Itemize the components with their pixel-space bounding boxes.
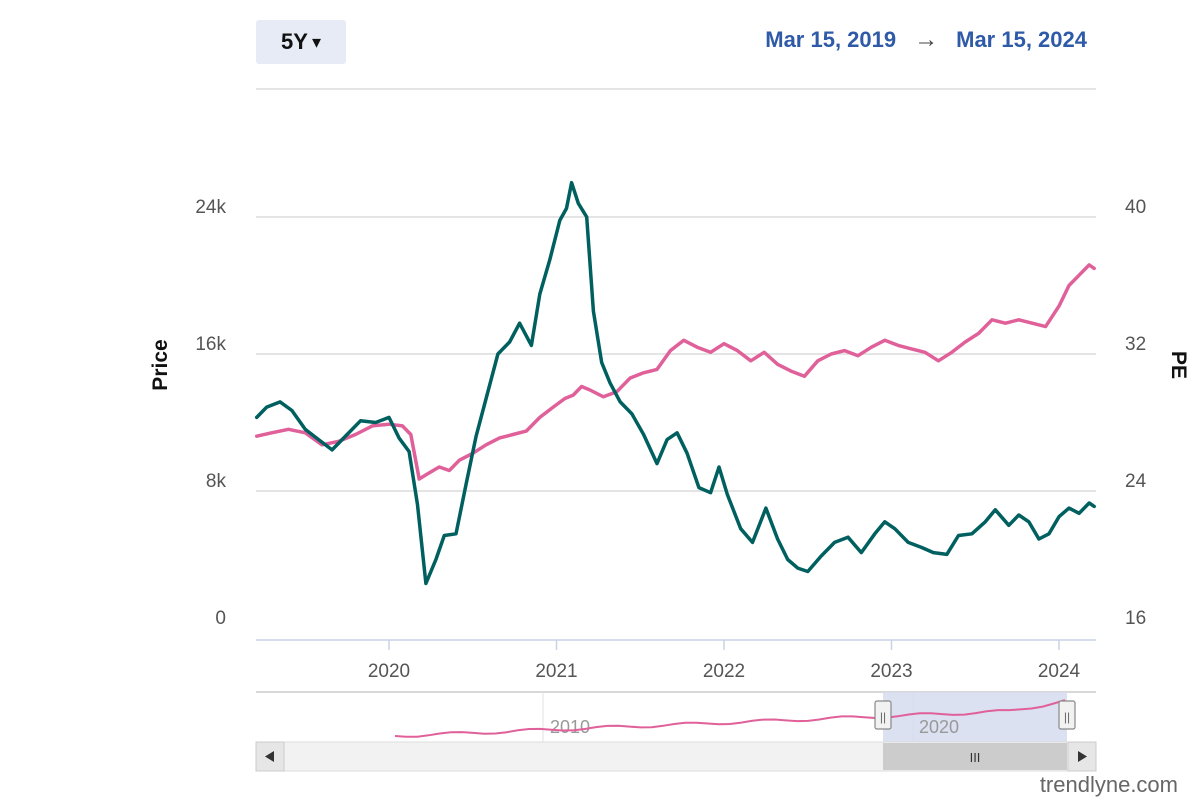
scroll-left-button[interactable] xyxy=(255,741,285,772)
axis-labels: 0 16 8k 24 16k 32 24k 40 2020 2021 2022 2023 2024 Pri… xyxy=(149,197,1190,682)
y-left-tick-label: 8k xyxy=(206,471,227,492)
navigator-left-handle[interactable]: || xyxy=(874,700,892,730)
scrollbar-grip-icon: III xyxy=(970,750,981,765)
navigator[interactable]: 2010 2020 || || III xyxy=(255,691,1097,772)
range-selector-label: 5Y xyxy=(281,29,308,54)
y-right-tick-label: 40 xyxy=(1125,197,1146,218)
navigator-label: 2020 xyxy=(919,717,959,737)
navigator-selected-range[interactable] xyxy=(883,692,1067,742)
handle-grip-icon: || xyxy=(1064,710,1070,724)
x-tick-label: 2023 xyxy=(870,661,912,682)
x-tick-label: 2022 xyxy=(703,661,745,682)
handle-box[interactable] xyxy=(874,700,892,730)
handle-box[interactable] xyxy=(1058,700,1076,730)
date-range-end[interactable]: Mar 15, 2024 xyxy=(956,27,1087,52)
y-left-tick-label: 16k xyxy=(195,334,226,355)
navigator-right-handle[interactable]: || xyxy=(1058,700,1076,730)
grid-lines xyxy=(256,88,1096,650)
watermark: trendlyne.com xyxy=(1039,772,1178,797)
x-tick-label: 2024 xyxy=(1038,661,1081,682)
y-left-tick-label: 0 xyxy=(215,608,226,629)
y-right-axis-title: PE xyxy=(1167,351,1190,379)
chevron-left-icon xyxy=(265,751,274,762)
y-right-tick-label: 24 xyxy=(1125,471,1147,492)
y-right-tick-label: 16 xyxy=(1125,608,1146,629)
x-tick-label: 2020 xyxy=(368,661,410,682)
navigator-label: 2010 xyxy=(550,717,590,737)
x-tick-label: 2021 xyxy=(535,661,577,682)
pe-series-line xyxy=(254,263,1096,481)
arrow-right-icon: → xyxy=(914,26,939,53)
y-left-tick-label: 24k xyxy=(195,197,226,218)
price-series-line xyxy=(254,180,1096,586)
series-lines xyxy=(254,180,1096,586)
handle-grip-icon: || xyxy=(880,710,886,724)
navigator-pe-line xyxy=(394,699,1066,738)
y-left-axis-title: Price xyxy=(149,339,172,390)
chevron-down-icon: ▾ xyxy=(311,31,321,52)
chevron-right-icon xyxy=(1078,751,1087,762)
range-selector-button[interactable]: 5Y ▾ xyxy=(256,20,346,64)
y-right-tick-label: 32 xyxy=(1125,334,1146,355)
scrollbar-thumb[interactable] xyxy=(883,743,1067,770)
date-range-start[interactable]: Mar 15, 2019 xyxy=(765,27,897,52)
date-range: Mar 15, 2019 → Mar 15, 2024 xyxy=(765,26,1087,54)
